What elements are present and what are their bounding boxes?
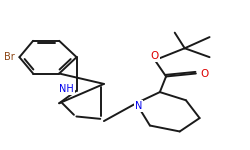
- Text: O: O: [151, 51, 159, 61]
- Text: N: N: [135, 101, 142, 111]
- Text: NH: NH: [59, 84, 74, 94]
- Text: O: O: [201, 69, 209, 78]
- Text: Br: Br: [4, 52, 14, 62]
